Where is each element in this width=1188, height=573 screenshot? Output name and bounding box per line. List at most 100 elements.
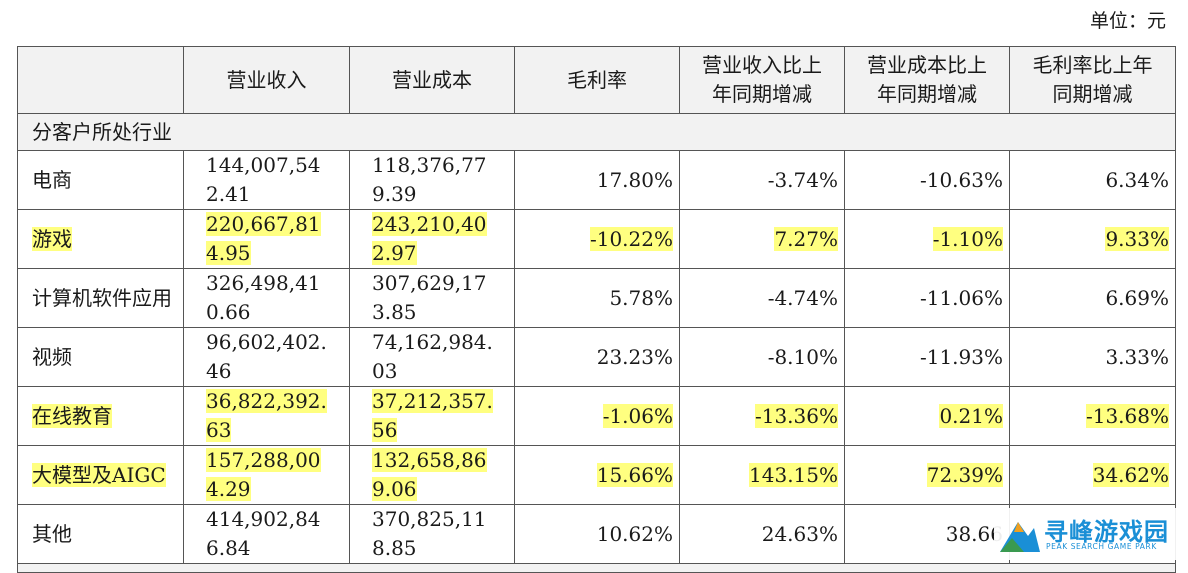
table-tail-cell [17,563,1176,573]
table-tail-row [17,563,1176,573]
header-cost: 营业成本 [349,46,515,114]
rev-change-cell: -13.36% [679,386,845,446]
rev-change-cell: -8.10% [679,327,845,387]
watermark-subtitle: PEAK SEARCH GAME PARK [1046,542,1157,551]
cost-cell-text: 370,825,118.85 [372,507,487,560]
financial-table: 营业收入 营业成本 毛利率 营业收入比上年同期增减 营业成本比上年同期增减 毛利… [17,46,1176,573]
cost-cell-text: 118,376,779.39 [372,153,487,206]
margin-cell: -1.06% [514,386,680,446]
revenue-cell: 220,667,814.95 [183,209,350,269]
cost-cell-text: 243,210,402.97 [372,212,487,265]
cost-cell: 370,825,118.85 [349,504,515,564]
row-name: 电商 [17,150,184,210]
margin-change-cell: -13.68% [1009,386,1176,446]
row-name: 大模型及AIGC [17,445,184,505]
cost-change-cell-text: -11.93% [919,344,1003,369]
revenue-cell: 144,007,542.41 [183,150,350,210]
margin-cell-text: 10.62% [596,521,673,546]
margin-cell-text: 15.66% [596,462,673,487]
table-row: 电商 144,007,542.41 118,376,779.39 17.80% -3.7… [17,150,1176,210]
revenue-cell: 414,902,846.84 [183,504,350,564]
row-name-text: 大模型及AIGC [32,462,166,487]
revenue-cell: 36,822,392.63 [183,386,350,446]
margin-cell: 15.66% [514,445,680,505]
cost-change-cell: -11.06% [844,268,1010,328]
margin-cell: 5.78% [514,268,680,328]
rev-change-cell-text: 24.63% [761,521,838,546]
header-empty [17,46,184,114]
rev-change-cell-text: -8.10% [767,344,838,369]
header-margin: 毛利率 [514,46,680,114]
cost-change-cell: -10.63% [844,150,1010,210]
cost-change-cell: -11.93% [844,327,1010,387]
cost-cell: 37,212,357.56 [349,386,515,446]
rev-change-cell: 143.15% [679,445,845,505]
cost-change-cell-text: 72.39% [926,462,1003,487]
rev-change-cell: -4.74% [679,268,845,328]
revenue-cell-text: 36,822,392.63 [206,389,327,442]
cost-cell: 307,629,173.85 [349,268,515,328]
watermark: 寻峰游戏园 PEAK SEARCH GAME PARK [994,508,1182,560]
margin-change-cell: 6.69% [1009,268,1176,328]
revenue-cell-text: 326,498,410.66 [206,271,321,324]
header-revenue: 营业收入 [183,46,350,114]
row-name: 视频 [17,327,184,387]
table-row: 其他 414,902,846.84 370,825,118.85 10.62% 24.6… [17,504,1176,564]
margin-cell-text: -1.06% [602,403,673,428]
margin-change-cell: 9.33% [1009,209,1176,269]
cost-cell: 118,376,779.39 [349,150,515,210]
rev-change-cell-text: -3.74% [767,167,838,192]
cost-cell: 74,162,984.03 [349,327,515,387]
margin-change-cell-text: 3.33% [1105,344,1169,369]
cost-change-cell-text: -1.10% [932,226,1003,251]
revenue-cell: 157,288,004.29 [183,445,350,505]
section-row: 分客户所处行业 [17,113,1176,151]
revenue-cell-text: 220,667,814.95 [206,212,321,265]
rev-change-cell-text: -4.74% [767,285,838,310]
revenue-cell-text: 96,602,402.46 [206,330,327,383]
margin-change-cell-text: 34.62% [1092,462,1169,487]
cost-change-cell: -1.10% [844,209,1010,269]
rev-change-cell-text: -13.36% [754,403,838,428]
cost-change-cell-text: 38.66 [945,521,1003,546]
revenue-cell: 96,602,402.46 [183,327,350,387]
margin-change-cell: 6.34% [1009,150,1176,210]
cost-cell-text: 307,629,173.85 [372,271,487,324]
table-row: 大模型及AIGC 157,288,004.29 132,658,869.06 15.6… [17,445,1176,505]
margin-change-cell: 34.62% [1009,445,1176,505]
cost-cell: 132,658,869.06 [349,445,515,505]
margin-cell-text: 5.78% [609,285,673,310]
margin-cell-text: 23.23% [596,344,673,369]
margin-change-cell-text: 9.33% [1105,226,1169,251]
rev-change-cell: 24.63% [679,504,845,564]
margin-cell: -10.22% [514,209,680,269]
cost-change-cell: 72.39% [844,445,1010,505]
row-name-text: 游戏 [32,226,72,251]
header-rev-change: 营业收入比上年同期增减 [679,46,845,114]
revenue-cell-text: 144,007,542.41 [206,153,321,206]
margin-cell: 10.62% [514,504,680,564]
revenue-cell-text: 157,288,004.29 [206,448,321,501]
cost-cell: 243,210,402.97 [349,209,515,269]
margin-cell: 23.23% [514,327,680,387]
row-name-text: 视频 [32,344,72,369]
margin-change-cell-text: 6.34% [1105,167,1169,192]
row-name-text: 电商 [32,167,72,192]
cost-cell-text: 74,162,984.03 [372,330,493,383]
rev-change-cell: -3.74% [679,150,845,210]
cost-change-cell-text: 0.21% [939,403,1003,428]
cost-change-cell-text: -11.06% [919,285,1003,310]
header-cost-change: 营业成本比上年同期增减 [844,46,1010,114]
cost-cell-text: 132,658,869.06 [372,448,487,501]
section-label: 分客户所处行业 [17,113,1176,151]
cost-cell-text: 37,212,357.56 [372,389,493,442]
row-name: 计算机软件应用 [17,268,184,328]
table-row: 视频 96,602,402.46 74,162,984.03 23.23% -8.10%… [17,327,1176,387]
header-row: 营业收入 营业成本 毛利率 营业收入比上年同期增减 营业成本比上年同期增减 毛利… [17,46,1176,114]
row-name-text: 其他 [32,521,72,546]
margin-change-cell-text: 6.69% [1105,285,1169,310]
margin-cell: 17.80% [514,150,680,210]
row-name: 在线教育 [17,386,184,446]
cost-change-cell-text: -10.63% [919,167,1003,192]
row-name: 其他 [17,504,184,564]
